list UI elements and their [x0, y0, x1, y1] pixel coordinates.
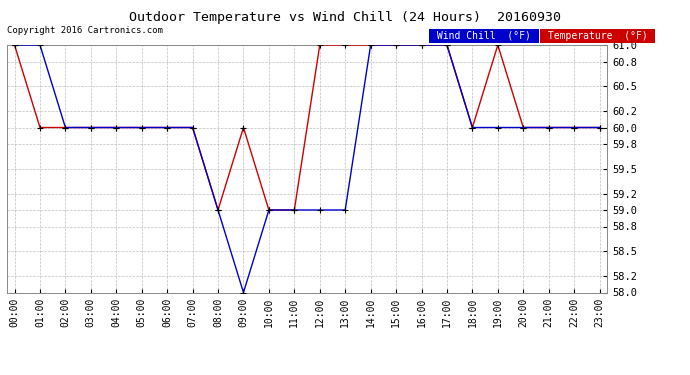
Text: Outdoor Temperature vs Wind Chill (24 Hours)  20160930: Outdoor Temperature vs Wind Chill (24 Ho… — [129, 11, 561, 24]
Text: Copyright 2016 Cartronics.com: Copyright 2016 Cartronics.com — [7, 26, 163, 35]
Text: Wind Chill  (°F): Wind Chill (°F) — [431, 31, 537, 40]
Text: Temperature  (°F): Temperature (°F) — [542, 31, 653, 40]
